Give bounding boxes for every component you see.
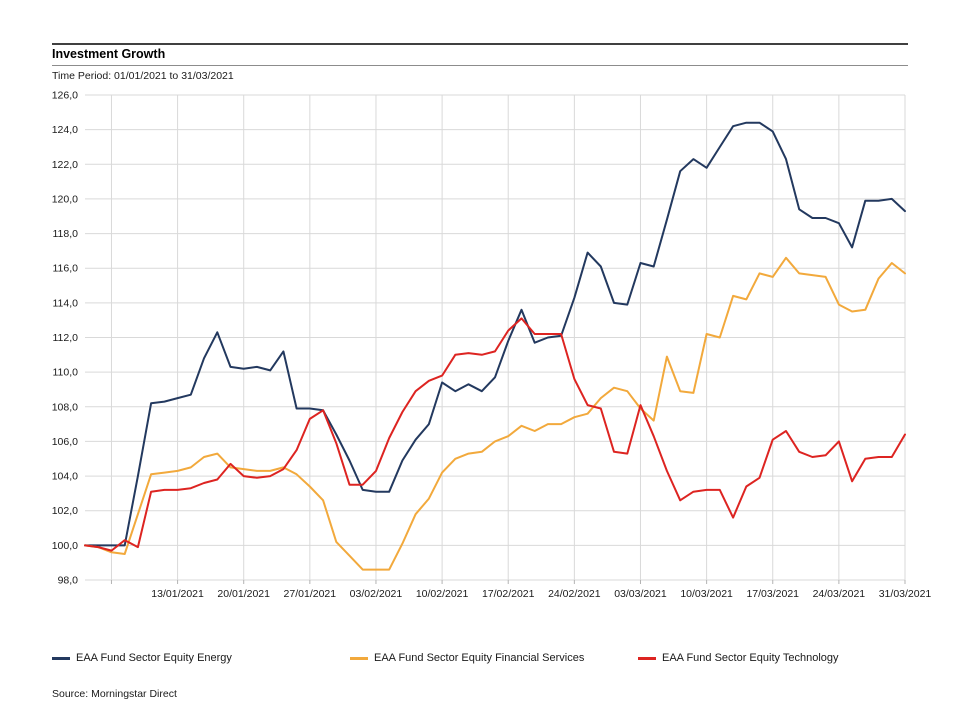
energy-line-swatch-icon: [52, 656, 70, 660]
header-divider: [52, 65, 908, 66]
x-axis-tick-label: 24/03/2021: [813, 588, 866, 600]
x-axis-tick-label: 17/02/2021: [482, 588, 535, 600]
x-axis-tick-label: 03/03/2021: [614, 588, 667, 600]
x-axis-tick-label: 24/02/2021: [548, 588, 601, 600]
source-attribution: Source: Morningstar Direct: [52, 688, 177, 700]
legend-item-energy: EAA Fund Sector Equity Energy: [52, 652, 232, 664]
header-top-rule: [52, 43, 908, 45]
line-chart-canvas: 98,0 100,0 102,0 104,0 106,0 108,0 110,0 112,0 1…: [52, 90, 932, 601]
series-line-2: [84, 317, 906, 552]
y-axis-tick-label: 114,0: [53, 297, 79, 309]
technology-line-swatch-icon: [638, 656, 656, 660]
y-axis-tick-label: 116,0: [53, 263, 79, 275]
chart-legend: EAA Fund Sector Equity Energy EAA Fund S…: [0, 652, 960, 672]
y-axis-tick-label: 102,0: [52, 505, 78, 517]
page-title: Investment Growth: [52, 47, 166, 61]
y-axis-tick-label: 100,0: [52, 540, 78, 552]
x-axis-tick-label: 20/01/2021: [217, 588, 270, 600]
legend-item-financial-services: EAA Fund Sector Equity Financial Service…: [350, 652, 584, 664]
y-axis-tick-label: 98,0: [58, 575, 79, 587]
series-line-1: [84, 256, 906, 571]
time-period-label: Time Period: 01/01/2021 to 31/03/2021: [52, 70, 234, 82]
x-axis-tick-label: 10/02/2021: [416, 588, 469, 600]
x-axis-tick-label: 31/03/2021: [879, 588, 932, 600]
y-axis-tick-label: 104,0: [52, 471, 78, 483]
y-axis-tick-label: 126,0: [52, 90, 78, 102]
legend-label-financial-services: EAA Fund Sector Equity Financial Service…: [374, 652, 585, 664]
y-axis-tick-label: 112,0: [53, 332, 79, 344]
y-axis-tick-label: 120,0: [52, 193, 78, 205]
x-axis-tick-label: 13/01/2021: [151, 588, 204, 600]
legend-item-technology: EAA Fund Sector Equity Technology: [638, 652, 839, 664]
investment-growth-chart: 98,0 100,0 102,0 104,0 106,0 108,0 110,0 112,0 1…: [0, 84, 960, 624]
legend-label-energy: EAA Fund Sector Equity Energy: [76, 652, 232, 664]
y-axis-tick-label: 108,0: [52, 401, 78, 413]
y-axis-tick-label: 124,0: [52, 124, 78, 136]
y-axis-tick-label: 122,0: [52, 159, 78, 171]
financial-services-line-swatch-icon: [350, 656, 368, 660]
legend-label-technology: EAA Fund Sector Equity Technology: [662, 652, 839, 664]
x-axis-tick-label: 27/01/2021: [284, 588, 337, 600]
series-line-0: [84, 121, 906, 547]
y-axis-tick-label: 118,0: [53, 228, 79, 240]
x-axis-tick-label: 17/03/2021: [746, 588, 799, 600]
y-axis-tick-label: 106,0: [52, 436, 78, 448]
y-axis-tick-label: 110,0: [53, 367, 79, 379]
x-axis-tick-label: 10/03/2021: [680, 588, 733, 600]
x-axis-tick-label: 03/02/2021: [350, 588, 403, 600]
